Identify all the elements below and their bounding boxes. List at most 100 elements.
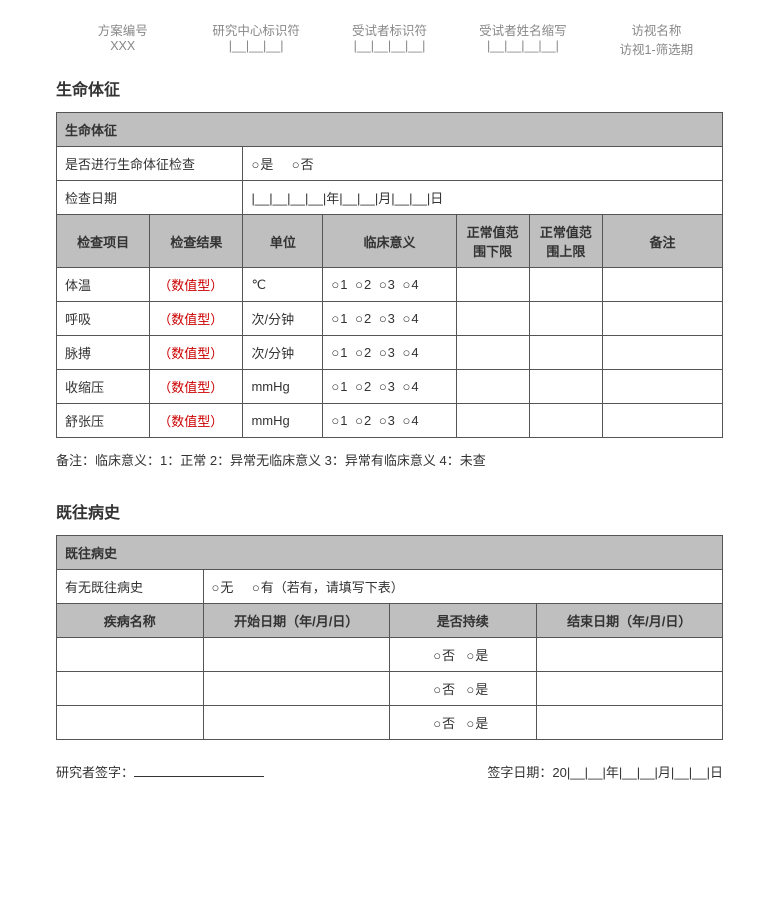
vitals-cs-1[interactable]: 1 [331,345,347,360]
vitals-cs-3[interactable]: 3 [379,379,395,394]
vitals-hdr-item: 检查项目 [57,215,150,268]
vitals-high[interactable] [529,336,602,370]
history-row: 否 是 [57,706,723,740]
vitals-item: 收缩压 [57,370,150,404]
vitals-low[interactable] [456,336,529,370]
vitals-performed-yes[interactable]: 是 [251,154,273,173]
vitals-cs-1[interactable]: 1 [331,379,347,394]
history-ongoing-no[interactable]: 否 [433,645,455,664]
vitals-cs-3[interactable]: 3 [379,277,395,292]
history-has-yes[interactable]: 有（若有，请填写下表） [252,577,404,596]
vitals-remark[interactable] [603,302,723,336]
vitals-cs-1[interactable]: 1 [331,311,347,326]
history-name[interactable] [57,672,204,706]
vitals-cs-4[interactable]: 4 [403,345,419,360]
hdr-center: 研究中心标识符 |__|__|__| [189,20,322,58]
vitals-result[interactable]: （数值型） [150,404,243,438]
vitals-cs-2[interactable]: 2 [355,379,371,394]
history-ongoing: 否 是 [389,638,536,672]
vitals-date-value[interactable]: |__|__|__|__|年|__|__|月|__|__|日 [243,181,723,215]
history-ongoing-no[interactable]: 否 [433,679,455,698]
vitals-cs-2[interactable]: 2 [355,311,371,326]
history-name[interactable] [57,706,204,740]
footer-date: 签字日期：20|__|__|年|__|__|月|__|__|日 [487,762,723,781]
history-ongoing-no[interactable]: 否 [433,713,455,732]
vitals-row: 呼吸（数值型）次/分钟1 2 3 4 [57,302,723,336]
history-ongoing-yes[interactable]: 是 [466,713,488,732]
history-hdr-end: 结束日期（年/月/日） [536,604,723,638]
page-header: 方案编号 XXX 研究中心标识符 |__|__|__| 受试者标识符 |__|_… [56,20,723,58]
history-ongoing-yes[interactable]: 是 [466,645,488,664]
history-row: 否 是 [57,638,723,672]
vitals-section-title: 生命体征 [56,76,723,100]
vitals-cs-1[interactable]: 1 [331,413,347,428]
vitals-cs-2[interactable]: 2 [355,345,371,360]
page-footer: 研究者签字： 签字日期：20|__|__|年|__|__|月|__|__|日 [56,762,723,781]
vitals-clinical: 1 2 3 4 [323,336,456,370]
vitals-remark[interactable] [603,404,723,438]
vitals-performed-no[interactable]: 否 [292,154,314,173]
vitals-high[interactable] [529,404,602,438]
history-has-none[interactable]: 无 [212,577,234,596]
vitals-high[interactable] [529,370,602,404]
vitals-low[interactable] [456,370,529,404]
history-has-label: 有无既往病史 [57,570,204,604]
vitals-clinical: 1 2 3 4 [323,370,456,404]
vitals-cs-3[interactable]: 3 [379,311,395,326]
vitals-row: 舒张压（数值型）mmHg 1 2 3 4 [57,404,723,438]
hdr-visit-label: 访视名称 [590,20,723,39]
history-name[interactable] [57,638,204,672]
vitals-table-title: 生命体征 [57,113,723,147]
vitals-unit: 次/分钟 [243,336,323,370]
vitals-low[interactable] [456,404,529,438]
history-ongoing-yes[interactable]: 是 [466,679,488,698]
history-table-title: 既往病史 [57,536,723,570]
vitals-item: 体温 [57,268,150,302]
vitals-cs-4[interactable]: 4 [403,277,419,292]
history-row: 否 是 [57,672,723,706]
footer-sig-line[interactable] [134,776,264,777]
history-start[interactable] [203,706,389,740]
history-ongoing: 否 是 [389,672,536,706]
vitals-result[interactable]: （数值型） [150,336,243,370]
vitals-cs-4[interactable]: 4 [403,311,419,326]
vitals-remark[interactable] [603,370,723,404]
vitals-hdr-result: 检查结果 [150,215,243,268]
vitals-table: 生命体征 是否进行生命体征检查 是 否 检查日期 |__|__|__|__|年|… [56,112,723,438]
vitals-row: 脉搏（数值型）次/分钟1 2 3 4 [57,336,723,370]
vitals-result[interactable]: （数值型） [150,302,243,336]
vitals-high[interactable] [529,302,602,336]
vitals-remark[interactable] [603,268,723,302]
history-end[interactable] [536,672,723,706]
vitals-high[interactable] [529,268,602,302]
vitals-cs-2[interactable]: 2 [355,277,371,292]
vitals-row: 收缩压（数值型）mmHg1 2 3 4 [57,370,723,404]
vitals-unit: mmHg [243,404,323,438]
footer-signature: 研究者签字： [56,762,264,781]
vitals-cs-3[interactable]: 3 [379,345,395,360]
history-start[interactable] [203,638,389,672]
hdr-subject-id: 受试者标识符 |__|__|__|__| [323,20,456,58]
vitals-performed-options: 是 否 [243,147,723,181]
vitals-cs-1[interactable]: 1 [331,277,347,292]
vitals-result[interactable]: （数值型） [150,268,243,302]
vitals-cs-4[interactable]: 4 [403,379,419,394]
vitals-low[interactable] [456,302,529,336]
vitals-cs-4[interactable]: 4 [403,413,419,428]
vitals-row: 体温（数值型）℃ 1 2 3 4 [57,268,723,302]
vitals-cs-2[interactable]: 2 [355,413,371,428]
vitals-performed-label: 是否进行生命体征检查 [57,147,243,181]
history-end[interactable] [536,706,723,740]
vitals-remark[interactable] [603,336,723,370]
hdr-subject-initials-value: |__|__|__|__| [456,39,589,53]
footer-sig-label: 研究者签字： [56,765,134,780]
vitals-cs-3[interactable]: 3 [379,413,395,428]
vitals-unit: ℃ [243,268,323,302]
vitals-item: 舒张压 [57,404,150,438]
history-start[interactable] [203,672,389,706]
vitals-note: 备注：临床意义：1：正常 2：异常无临床意义 3：异常有临床意义 4：未查 [56,450,723,469]
hdr-subject-id-label: 受试者标识符 [323,20,456,39]
history-end[interactable] [536,638,723,672]
vitals-low[interactable] [456,268,529,302]
vitals-result[interactable]: （数值型） [150,370,243,404]
